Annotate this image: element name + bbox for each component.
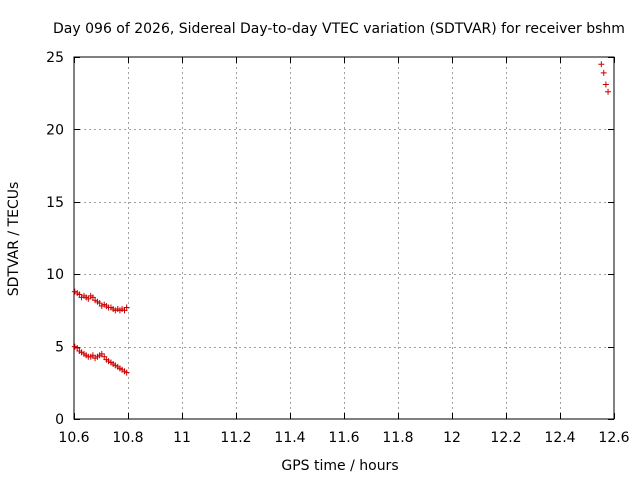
data-point-lower <box>123 369 130 376</box>
data-point-late <box>605 88 612 95</box>
x-tick-labels: 10.6 10.8 11 11.2 11.4 11.6 11.8 12 12.2 12.4 12.6 <box>58 430 629 446</box>
x-tick-label: 11 <box>173 430 191 446</box>
data-points <box>71 61 612 376</box>
data-point-late <box>600 69 607 76</box>
x-tick-label: 10.8 <box>112 430 143 446</box>
x-tick-label: 12 <box>443 430 461 446</box>
x-tick-label: 12.4 <box>544 430 575 446</box>
y-tick-label: 15 <box>46 195 64 211</box>
y-tick-label: 0 <box>55 412 64 428</box>
x-tick-label: 10.6 <box>58 430 89 446</box>
x-tick-label: 12.2 <box>490 430 521 446</box>
data-point-late <box>602 81 609 88</box>
y-tick-label: 25 <box>46 50 64 66</box>
x-tick-label: 12.6 <box>598 430 629 446</box>
x-tick-label: 11.4 <box>274 430 305 446</box>
y-tick-label: 10 <box>46 267 64 283</box>
y-axis-label: SDTVAR / TECUs <box>6 182 22 297</box>
y-tick-label: 5 <box>55 340 64 356</box>
data-point-upper <box>123 304 130 311</box>
x-tick-label: 11.8 <box>382 430 413 446</box>
y-tick-label: 20 <box>46 122 64 138</box>
data-point-late <box>598 61 605 68</box>
x-tick-label: 11.2 <box>220 430 251 446</box>
grid <box>74 57 614 419</box>
chart-title: Day 096 of 2026, Sidereal Day-to-day VTE… <box>53 21 625 37</box>
x-axis-label: GPS time / hours <box>281 458 398 474</box>
y-tick-labels: 0 5 10 15 20 25 <box>46 50 64 428</box>
x-tick-label: 11.6 <box>328 430 359 446</box>
